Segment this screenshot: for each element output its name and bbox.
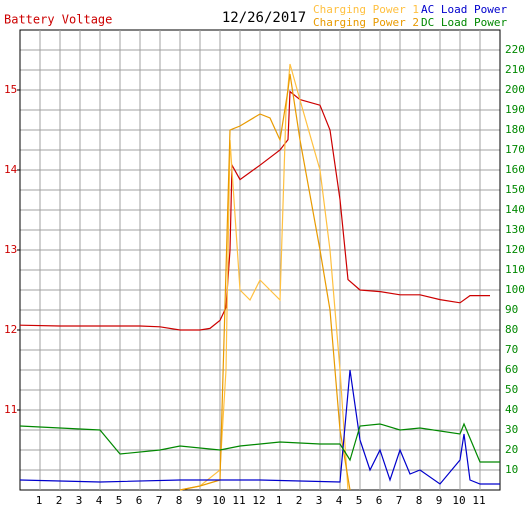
y-tick-label: 14: [4, 163, 18, 176]
y2-tick-label: 180: [505, 123, 525, 136]
legend-entry: Charging Power 1: [313, 3, 419, 16]
x-tick-label: 1: [276, 494, 283, 507]
y2-tick-label: 40: [505, 403, 518, 416]
x-tick-label: 10: [452, 494, 465, 507]
legend-entry: AC Load Power: [421, 3, 507, 16]
series-line: [179, 73, 351, 491]
x-tick-label: 6: [376, 494, 383, 507]
y-tick-label: 13: [4, 243, 17, 256]
series-line: [19, 90, 490, 331]
x-tick-label: 5: [116, 494, 123, 507]
y2-tick-label: 200: [505, 83, 525, 96]
x-tick-label: 4: [96, 494, 103, 507]
x-tick-label: 12: [252, 494, 265, 507]
y2-tick-label: 90: [505, 303, 518, 316]
chart-title: Battery Voltage: [4, 13, 112, 27]
y-tick-label: 12: [4, 323, 17, 336]
x-tick-label: 9: [436, 494, 443, 507]
x-tick-label: 7: [156, 494, 163, 507]
x-tick-label: 9: [196, 494, 203, 507]
y2-tick-label: 30: [505, 423, 518, 436]
x-tick-label: 3: [316, 494, 323, 507]
x-tick-label: 11: [472, 494, 485, 507]
x-tick-label: 6: [136, 494, 143, 507]
x-tick-label: 11: [232, 494, 245, 507]
x-tick-label: 8: [176, 494, 183, 507]
y2-tick-label: 140: [505, 203, 525, 216]
y2-tick-label: 120: [505, 243, 525, 256]
y2-tick-label: 70: [505, 343, 518, 356]
x-tick-label: 2: [56, 494, 63, 507]
y2-tick-label: 150: [505, 183, 525, 196]
y2-tick-label: 170: [505, 143, 525, 156]
y2-tick-label: 110: [505, 263, 525, 276]
series-line: [19, 369, 500, 485]
x-tick-label: 7: [396, 494, 403, 507]
y2-tick-label: 50: [505, 383, 518, 396]
y2-tick-label: 10: [505, 463, 518, 476]
y2-tick-label: 20: [505, 443, 518, 456]
y2-tick-label: 100: [505, 283, 525, 296]
x-tick-label: 8: [416, 494, 423, 507]
x-tick-label: 1: [36, 494, 43, 507]
x-tick-label: 2: [296, 494, 303, 507]
y2-tick-label: 60: [505, 363, 518, 376]
y-tick-label: 15: [4, 83, 17, 96]
y2-tick-label: 210: [505, 63, 525, 76]
chart-date: 12/26/2017: [222, 10, 306, 26]
y2-tick-label: 80: [505, 323, 518, 336]
legend-entry: DC Load Power: [421, 16, 507, 29]
x-tick-label: 5: [356, 494, 363, 507]
y2-tick-label: 220: [505, 43, 525, 56]
legend-entry: Charging Power 2: [313, 16, 419, 29]
series-line: [179, 63, 349, 491]
series-line: [19, 422, 500, 463]
y2-tick-label: 130: [505, 223, 525, 236]
y2-tick-label: 190: [505, 103, 525, 116]
y2-tick-label: 160: [505, 163, 525, 176]
y-tick-label: 11: [4, 403, 17, 416]
x-tick-label: 4: [336, 494, 343, 507]
x-tick-label: 3: [76, 494, 83, 507]
x-tick-label: 10: [212, 494, 225, 507]
